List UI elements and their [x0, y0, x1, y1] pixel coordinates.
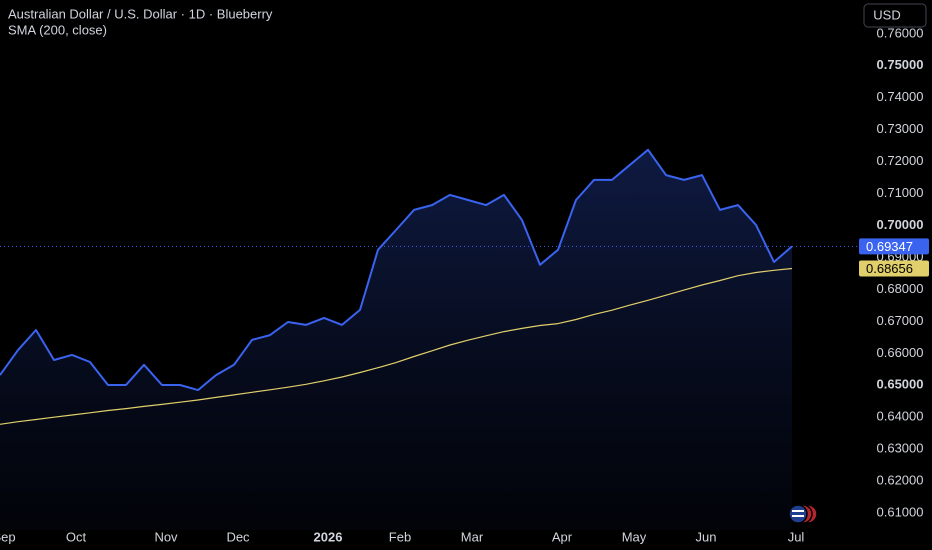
- y-tick-label: 0.64000: [877, 409, 924, 424]
- x-tick-label: Oct: [66, 529, 87, 544]
- y-tick-label: 0.72000: [877, 153, 924, 168]
- y-tick-label: 0.70000: [877, 217, 924, 232]
- x-tick-label: Dec: [226, 529, 250, 544]
- y-tick-label: 0.75000: [877, 57, 924, 72]
- plot-area: [0, 148, 858, 531]
- x-tick-label: Mar: [461, 529, 484, 544]
- flag-icon: [788, 504, 818, 524]
- price-label: 0.68656: [866, 261, 913, 276]
- x-tick-label: May: [622, 529, 647, 544]
- y-tick-label: 0.61000: [877, 505, 924, 520]
- x-tick-label: 2026: [314, 529, 343, 544]
- x-tick-label: Jul: [788, 529, 805, 544]
- x-tick-label: Jun: [696, 529, 717, 544]
- y-tick-label: 0.73000: [877, 121, 924, 136]
- x-tick-label: Apr: [552, 529, 573, 544]
- currency-label: USD: [873, 7, 900, 22]
- price-area: [0, 149, 792, 531]
- x-tick-label: Sep: [0, 529, 16, 544]
- y-tick-label: 0.68000: [877, 281, 924, 296]
- y-tick-label: 0.71000: [877, 185, 924, 200]
- y-tick-label: 0.67000: [877, 313, 924, 328]
- price-label-box: [859, 238, 929, 255]
- price-line: [0, 148, 793, 392]
- currency-button[interactable]: [863, 3, 927, 28]
- y-tick-label: 0.66000: [877, 345, 924, 360]
- y-tick-label: 0.63000: [877, 441, 924, 456]
- y-tick-label: 0.74000: [877, 89, 924, 104]
- legend-entry: SMA (200, close): [8, 22, 107, 37]
- price-label: 0.69347: [866, 239, 913, 254]
- x-tick-label: Nov: [154, 529, 178, 544]
- sma-line: [0, 267, 793, 425]
- price-label-box: [859, 260, 929, 277]
- y-tick-label: 0.65000: [877, 377, 924, 392]
- y-tick-label: 0.62000: [877, 473, 924, 488]
- y-tick-label: 0.76000: [877, 25, 924, 40]
- chart-title: Australian Dollar / U.S. Dollar · 1D · B…: [8, 6, 273, 21]
- x-tick-label: Feb: [389, 529, 411, 544]
